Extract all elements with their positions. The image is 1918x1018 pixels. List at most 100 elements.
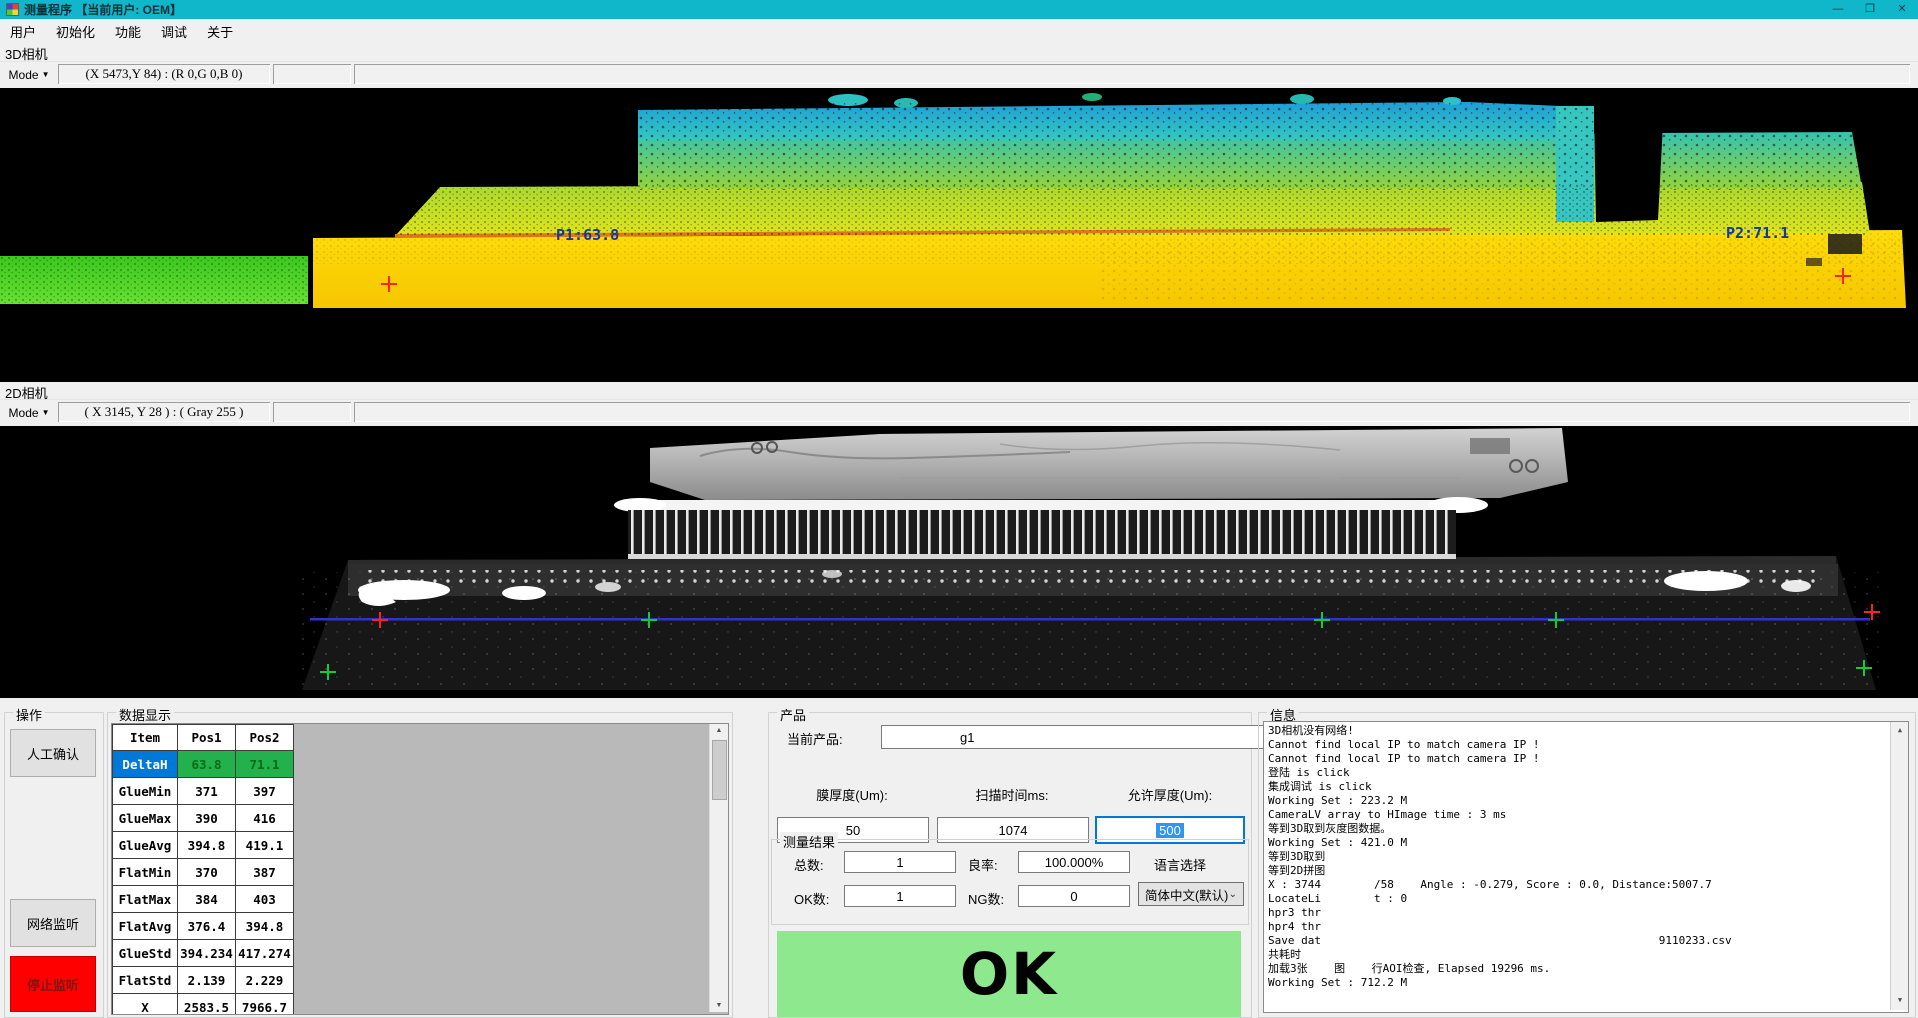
table-row[interactable]: FlatAvg 376.4 394.8: [112, 912, 294, 940]
table-row[interactable]: GlueMax 390 416: [112, 804, 294, 832]
log-line: 加载3张 图 行AOI检查, Elapsed 19296 ms.: [1268, 962, 1551, 975]
scrollbar-thumb[interactable]: [712, 740, 727, 800]
2d-grayscale-view[interactable]: [0, 426, 1918, 698]
menu-item-init[interactable]: 初始化: [56, 24, 96, 40]
table-row[interactable]: FlatStd 2.139 2.229: [112, 966, 294, 994]
result-status-banner: OK: [777, 931, 1241, 1017]
log-line: 等到3D取到灰度图数据。: [1268, 822, 1392, 835]
stop-listen-button[interactable]: 停止监听: [10, 956, 96, 1012]
app-icon: [6, 3, 19, 16]
table-row[interactable]: FlatMin 370 387: [112, 858, 294, 886]
ng-count-field[interactable]: 0: [1018, 885, 1130, 907]
scroll-down-icon[interactable]: ▼: [1897, 996, 1903, 1004]
green-marker-cross: [1548, 612, 1564, 628]
3d-mode-dropdown-button[interactable]: Mode ▼: [3, 64, 55, 85]
2d-status-segment-long: [354, 402, 1910, 422]
table-scrollbar[interactable]: ▲ ▼: [709, 724, 728, 1012]
scroll-up-icon[interactable]: ▲: [715, 727, 723, 734]
chevron-down-icon: ⌄: [1228, 888, 1237, 900]
green-marker-cross: [1856, 660, 1872, 676]
log-line: X : 3744 /58 Angle : -0.279, Score : 0.0…: [1268, 878, 1712, 891]
log-line: Working Set : 712.2 M: [1268, 976, 1408, 989]
maximize-button[interactable]: ❐: [1865, 3, 1875, 15]
log-output[interactable]: 3D相机没有网络! Cannot find local IP to match …: [1263, 721, 1909, 1013]
window-controls: — ❐ ✕: [1822, 0, 1918, 19]
menu-bar: 用户 初始化 功能 调试 关于: [0, 19, 1918, 43]
2d-mode-dropdown-button[interactable]: Mode ▼: [3, 402, 55, 423]
log-line: 等到3D取到: [1268, 850, 1326, 863]
p1-measurement-label: P1:63.8: [556, 226, 619, 244]
selected-text: 500: [1156, 822, 1184, 838]
log-line: 集成调试 is click: [1268, 780, 1372, 793]
p2-measurement-label: P2:71.1: [1726, 224, 1789, 242]
3d-left-marker-cross: [381, 276, 397, 292]
log-line: 登陆 is click: [1268, 766, 1350, 779]
log-line: Save dat 9110233.csv: [1268, 934, 1732, 947]
red-marker-cross: [1864, 604, 1880, 620]
measure-result-group: 测量结果 总数: 1 良率: 100.000% 语言选择 OK数: 1 NG数:…: [771, 832, 1249, 925]
2d-grayscale-image: [0, 426, 1918, 698]
language-selected-value: 简体中文(默认): [1145, 888, 1229, 903]
allowed-thickness-label: 允许厚度(Um):: [1127, 788, 1213, 803]
green-marker-cross: [1314, 612, 1330, 628]
menu-item-user[interactable]: 用户: [10, 24, 37, 40]
info-panel: 信息 3D相机没有网络! Cannot find local IP to mat…: [1258, 705, 1916, 1018]
measurement-table[interactable]: Item Pos1 Pos2 DeltaH 63.8 71.1 GlueMin …: [111, 723, 729, 1015]
green-marker-cross: [320, 664, 336, 680]
current-product-field[interactable]: g1: [881, 725, 1319, 749]
log-line: hpr3 thr: [1268, 906, 1321, 919]
col-pos2: Pos2: [235, 724, 294, 751]
2d-status-segment: [273, 402, 351, 422]
table-row[interactable]: X 2583.5 7966.7: [112, 993, 294, 1014]
table-row[interactable]: FlatMax 384 403: [112, 885, 294, 913]
minimize-button[interactable]: —: [1832, 3, 1844, 15]
ok-count-label: OK数:: [794, 892, 830, 907]
scan-time-field[interactable]: 1074: [937, 817, 1089, 843]
data-display-title: 数据显示: [116, 705, 175, 724]
menu-item-debug[interactable]: 调试: [161, 24, 188, 40]
total-label: 总数:: [794, 858, 824, 873]
scan-time-label: 扫描时间ms:: [975, 788, 1049, 803]
col-item: Item: [112, 724, 178, 751]
language-select-label: 语言选择: [1154, 858, 1207, 873]
log-line: LocateLi t : 0: [1268, 892, 1408, 905]
log-line: 3D相机没有网络!: [1268, 724, 1354, 737]
green-marker-cross: [641, 612, 657, 628]
table-row[interactable]: GlueMin 371 397: [112, 777, 294, 805]
menu-item-about[interactable]: 关于: [207, 24, 234, 40]
3d-right-marker-cross: [1835, 268, 1851, 284]
col-pos1: Pos1: [177, 724, 236, 751]
yield-label: 良率:: [968, 858, 998, 873]
scroll-up-icon[interactable]: ▲: [1897, 726, 1903, 734]
window-title: 测量程序 【当前用户: OEM】: [24, 3, 182, 17]
3d-status-segment: [273, 64, 351, 84]
3d-heightmap-image: P1:63.8 P2:71.1: [0, 88, 1918, 382]
3d-mode-label: Mode: [8, 67, 39, 82]
table-row[interactable]: GlueAvg 394.8 419.1: [112, 831, 294, 859]
table-row[interactable]: GlueStd 394.234 417.274: [112, 939, 294, 967]
yield-field[interactable]: 100.000%: [1018, 851, 1130, 873]
manual-confirm-button[interactable]: 人工确认: [10, 729, 96, 777]
total-count-field[interactable]: 1: [844, 851, 956, 873]
menu-item-function[interactable]: 功能: [115, 24, 142, 40]
ng-count-label: NG数:: [968, 892, 1005, 907]
chevron-down-icon: ▼: [41, 70, 50, 79]
2d-camera-label: 2D相机: [5, 386, 48, 401]
log-line: hpr4 thr: [1268, 920, 1321, 933]
close-button[interactable]: ✕: [1897, 3, 1907, 15]
operation-panel: 操作 人工确认 网络监听 停止监听: [4, 705, 104, 1018]
ok-count-field[interactable]: 1: [844, 885, 956, 907]
log-scrollbar[interactable]: ▲ ▼: [1890, 722, 1908, 1010]
log-line: Cannot find local IP to match camera IP …: [1268, 752, 1540, 765]
language-select-dropdown[interactable]: 简体中文(默认) ⌄: [1138, 882, 1244, 906]
log-line: Working Set : 223.2 M: [1268, 794, 1408, 807]
table-header-row: Item Pos1 Pos2: [112, 724, 294, 751]
log-line: CameraLV array to HImage time : 3 ms: [1268, 808, 1507, 821]
scroll-down-icon[interactable]: ▼: [715, 1002, 723, 1009]
table-row[interactable]: DeltaH 63.8 71.1: [112, 750, 294, 778]
result-status-text: OK: [959, 940, 1059, 1008]
current-product-label: 当前产品:: [787, 732, 843, 747]
network-listen-button[interactable]: 网络监听: [10, 899, 96, 947]
2d-mode-label: Mode: [8, 405, 39, 420]
3d-heightmap-view[interactable]: P1:63.8 P2:71.1: [0, 88, 1918, 382]
